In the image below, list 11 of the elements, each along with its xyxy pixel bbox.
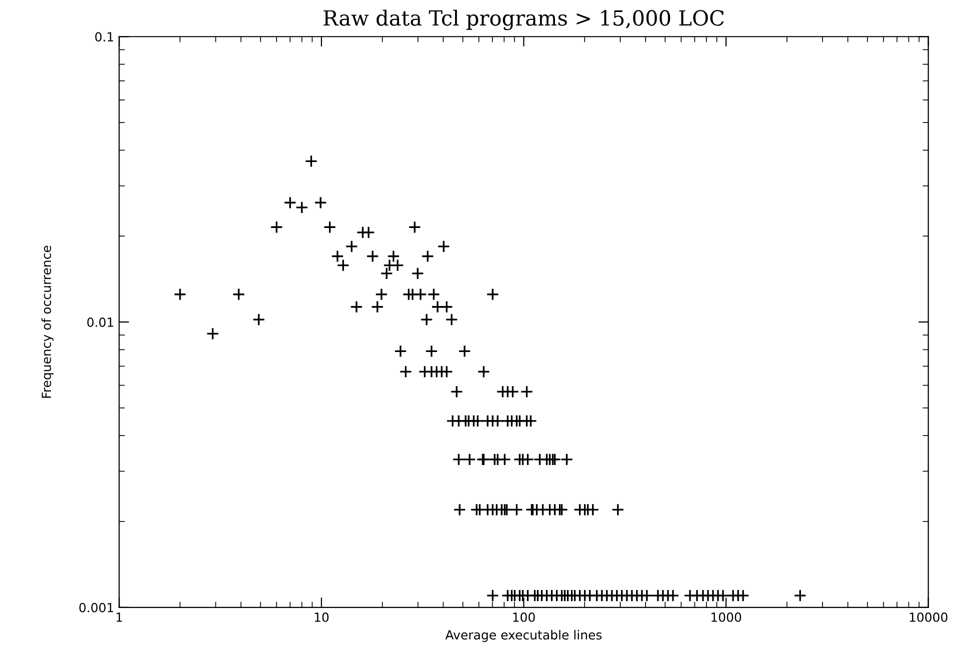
- x-tick-label: 10: [314, 612, 329, 622]
- y-tick-label: 0.001: [79, 602, 114, 612]
- x-axis-title: Average executable lines: [445, 630, 602, 642]
- y-tick-label: 0.01: [87, 317, 114, 327]
- y-tick-label: 0.1: [95, 32, 114, 42]
- x-tick-label: 1: [116, 612, 122, 622]
- x-tick-label: 1000: [712, 612, 742, 622]
- x-tick-label: 100: [513, 612, 535, 622]
- x-tick-label: 10000: [910, 612, 948, 622]
- y-axis-title: Frequency of occurrence: [41, 246, 54, 398]
- chart-title: Raw data Tcl programs > 15,000 LOC: [324, 10, 724, 30]
